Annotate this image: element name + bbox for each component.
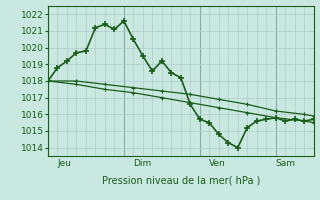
- Text: Ven: Ven: [209, 158, 226, 168]
- Text: Sam: Sam: [276, 158, 296, 168]
- X-axis label: Pression niveau de la mer( hPa ): Pression niveau de la mer( hPa ): [102, 175, 260, 185]
- Text: Jeu: Jeu: [58, 158, 71, 168]
- Text: Dim: Dim: [133, 158, 152, 168]
